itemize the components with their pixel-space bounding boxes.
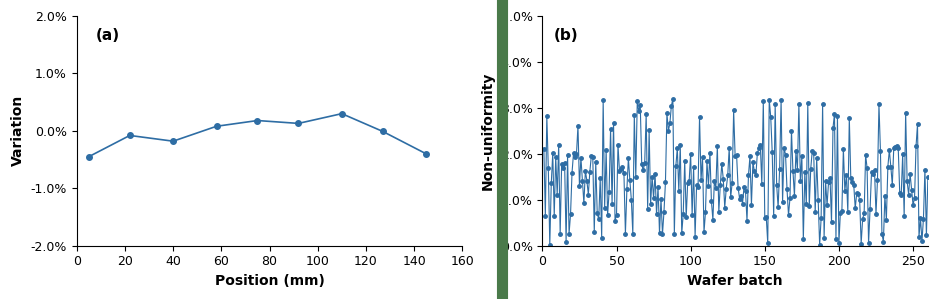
X-axis label: Wafer batch: Wafer batch [687,274,783,288]
X-axis label: Position (mm): Position (mm) [215,274,325,288]
Text: (b): (b) [554,28,578,42]
Y-axis label: Non-uniformity: Non-uniformity [481,72,495,190]
Text: (a): (a) [96,28,120,42]
Y-axis label: Variation: Variation [11,95,25,167]
